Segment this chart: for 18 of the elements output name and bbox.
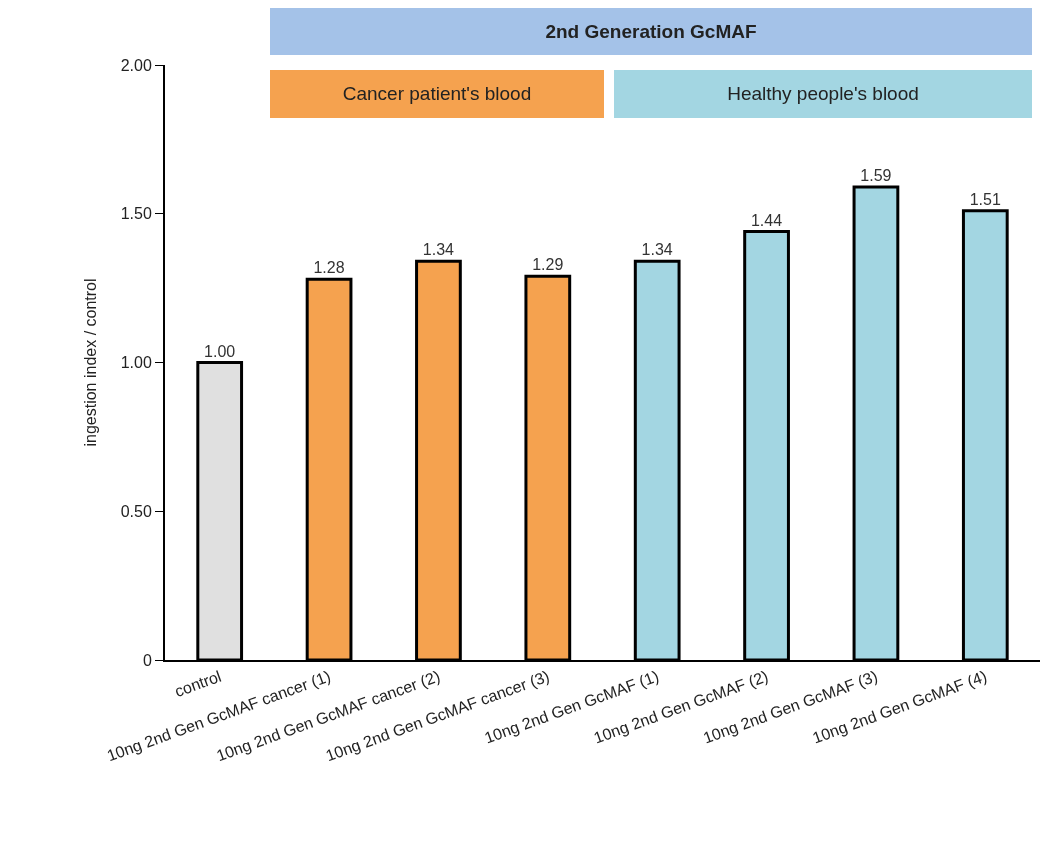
label-box: Cancer patient's blood: [270, 70, 604, 118]
data-label: 1.00: [204, 342, 236, 360]
data-label: 1.34: [641, 241, 673, 259]
y-tick-label: 2.00: [120, 56, 152, 74]
data-label: 1.28: [313, 259, 345, 277]
y-axis-title: ingestion index / control: [82, 278, 100, 447]
data-label: 1.59: [860, 166, 892, 184]
y-tick-label: 1.00: [120, 354, 152, 372]
y-tick-label: 1.50: [120, 205, 152, 223]
y-tick-label: 0.50: [120, 502, 152, 520]
data-label: 1.51: [969, 190, 1001, 208]
data-label: 1.34: [422, 241, 455, 259]
label-box: Healthy people's blood: [614, 70, 1032, 118]
x-tick-label: control: [172, 667, 224, 700]
label-box: 2nd Generation GcMAF: [270, 8, 1032, 55]
data-label: 1.44: [750, 211, 783, 229]
data-label: 1.29: [532, 256, 564, 274]
y-tick-label: 0: [142, 651, 152, 669]
